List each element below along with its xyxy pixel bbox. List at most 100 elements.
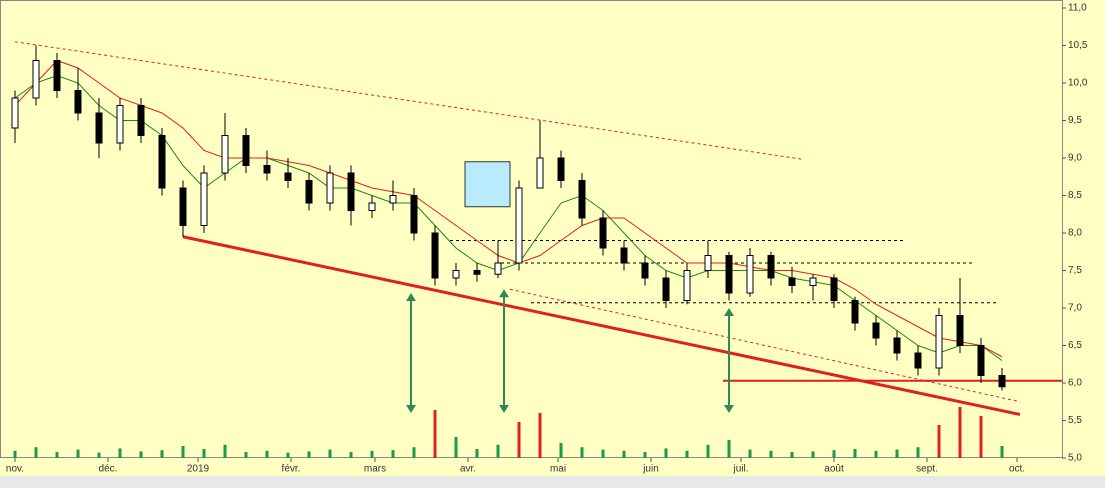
candle-body xyxy=(158,135,166,189)
volume-bar xyxy=(328,449,332,458)
volume-bar xyxy=(181,446,185,458)
y-tick-label: 8,5 xyxy=(1068,190,1082,201)
volume-bar xyxy=(97,452,101,458)
volume-bar xyxy=(958,407,962,458)
x-tick-label: nov. xyxy=(6,464,24,475)
y-tick-label: 6,5 xyxy=(1068,340,1082,351)
volume-bar xyxy=(454,437,458,458)
plot-frame xyxy=(0,0,1063,458)
y-tick-label: 10,5 xyxy=(1068,40,1088,51)
x-tick-label: août xyxy=(824,464,844,475)
candle-body xyxy=(515,187,523,264)
candle-body xyxy=(221,135,229,174)
candle-body xyxy=(662,277,670,301)
y-tick-label: 5,5 xyxy=(1068,415,1082,426)
trend-line xyxy=(182,235,1021,416)
candle-body xyxy=(557,157,565,181)
volume-bar xyxy=(118,448,122,458)
volume-bar xyxy=(412,447,416,458)
trend-line xyxy=(14,41,805,160)
x-tick-label: 2019 xyxy=(187,464,210,475)
y-tick-label: 8,0 xyxy=(1068,228,1082,239)
volume-bar xyxy=(538,413,542,458)
candle-body xyxy=(683,270,691,301)
candle-body xyxy=(53,60,61,91)
candle-body xyxy=(95,112,103,144)
volume-bar xyxy=(13,450,17,458)
candle-body xyxy=(137,105,145,136)
volume-bar xyxy=(874,450,878,458)
y-tick-label: 9,5 xyxy=(1068,115,1082,126)
volume-bar xyxy=(202,449,206,458)
volume-bar xyxy=(433,410,437,458)
candle-body xyxy=(956,315,964,346)
candle-body xyxy=(431,232,439,279)
arrow-head xyxy=(406,405,416,413)
volume-bar xyxy=(895,449,899,458)
candle-body xyxy=(284,172,292,181)
volume-bar xyxy=(580,447,584,458)
volume-bar xyxy=(76,449,80,458)
arrow-head xyxy=(406,293,416,301)
volume-bar xyxy=(307,451,311,458)
candle-body xyxy=(830,277,838,301)
x-tick-label: sept. xyxy=(916,464,938,475)
volume-bar xyxy=(853,449,857,458)
arrow-head xyxy=(724,308,734,316)
x-tick-label: juil. xyxy=(732,464,748,475)
candle-body xyxy=(809,277,817,286)
y-tick-label: 5,0 xyxy=(1068,453,1082,464)
candle-body xyxy=(935,315,943,369)
volume-bar xyxy=(370,450,374,458)
volume-bar xyxy=(349,452,353,458)
candle-body xyxy=(725,255,733,294)
x-tick-label: mai xyxy=(550,464,566,475)
scrollbar[interactable] xyxy=(0,476,1105,488)
y-tick-label: 7,0 xyxy=(1068,303,1082,314)
x-tick-label: févr. xyxy=(282,464,301,475)
candle-body xyxy=(578,180,586,219)
x-tick-label: juin xyxy=(642,464,659,475)
candle-body xyxy=(347,172,355,211)
volume-bar xyxy=(685,450,689,458)
candle-body xyxy=(914,352,922,369)
candle-body xyxy=(620,247,628,264)
volume-bar xyxy=(496,444,500,458)
candle-body xyxy=(242,135,250,166)
volume-bar xyxy=(265,450,269,458)
volume-bar xyxy=(643,452,647,458)
candle-body xyxy=(998,375,1006,388)
x-tick-label: oct. xyxy=(1009,464,1025,475)
volume-bar xyxy=(223,444,227,458)
candle-body xyxy=(494,262,502,275)
volume-bar xyxy=(559,443,563,458)
volume-bar xyxy=(769,450,773,458)
candle-body xyxy=(641,262,649,279)
candle-body xyxy=(851,300,859,324)
candle-body xyxy=(872,322,880,339)
candle-body xyxy=(116,105,124,144)
candle-body xyxy=(368,202,376,211)
arrow-head xyxy=(724,405,734,413)
candle-body xyxy=(179,187,187,226)
candle-body xyxy=(746,255,754,294)
volume-bar xyxy=(790,452,794,458)
candle-body xyxy=(704,255,712,271)
volume-bar xyxy=(244,452,248,458)
volume-bar xyxy=(979,416,983,458)
volume-bar xyxy=(622,450,626,458)
candle-body xyxy=(389,195,397,204)
volume-bar xyxy=(475,449,479,458)
x-tick-label: déc. xyxy=(99,464,118,475)
candle-body xyxy=(263,165,271,174)
volume-bar xyxy=(55,452,59,458)
volume-bar xyxy=(286,452,290,458)
volume-bar xyxy=(601,449,605,458)
candle-body xyxy=(74,90,82,114)
volume-bar xyxy=(916,447,920,458)
candle-body xyxy=(536,157,544,189)
candle-body xyxy=(32,60,40,99)
volume-bar xyxy=(811,451,815,458)
volume-bar xyxy=(937,425,941,458)
